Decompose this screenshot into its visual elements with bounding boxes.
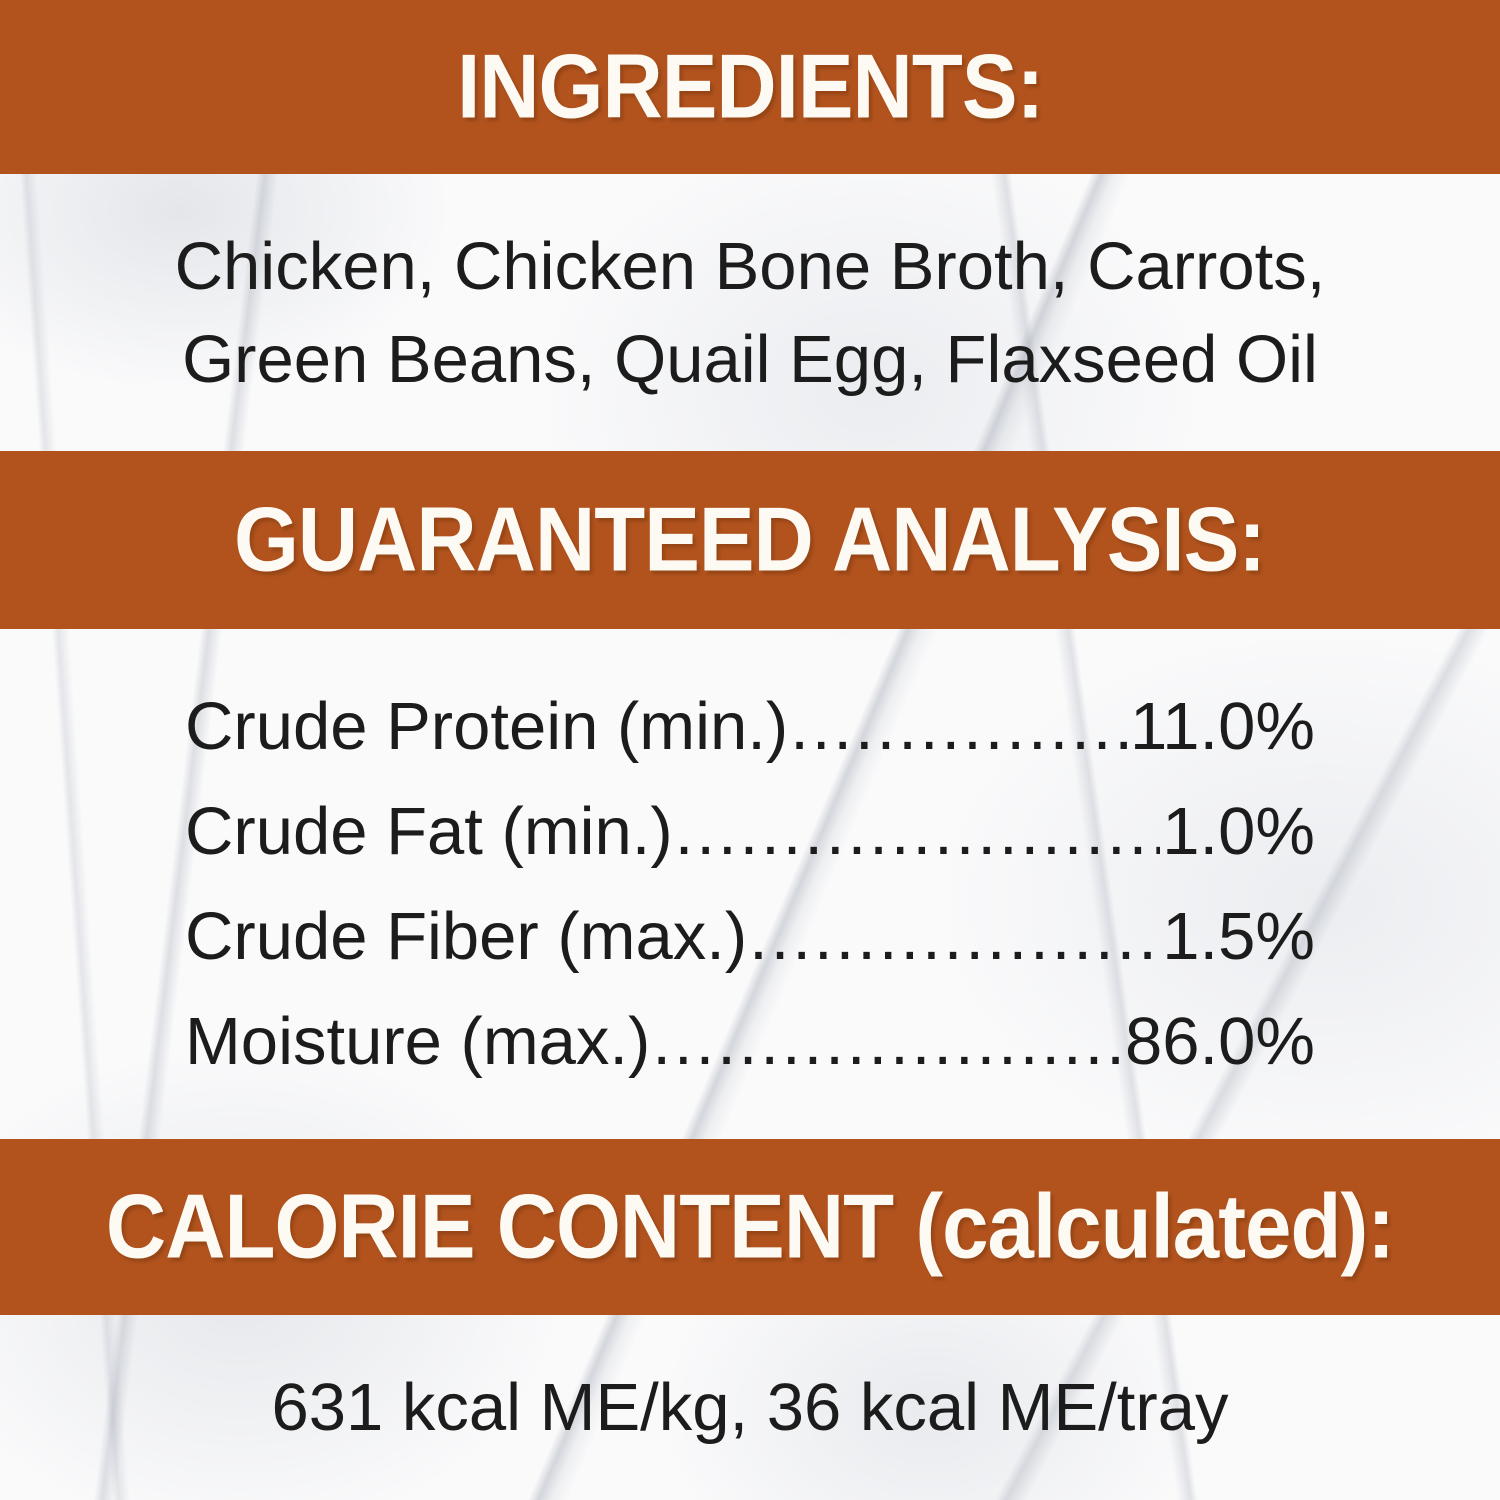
guaranteed-analysis-banner: GUARANTEED ANALYSIS:: [0, 451, 1500, 629]
analysis-row-crude-fiber: Crude Fiber (max.) .....................…: [185, 884, 1315, 989]
dotted-leader: ........................................…: [652, 1004, 1124, 1079]
analysis-row-crude-fat: Crude Fat (min.) .......................…: [185, 779, 1315, 884]
ingredients-heading: INGREDIENTS:: [456, 35, 1044, 138]
ingredients-banner: INGREDIENTS:: [0, 0, 1500, 174]
calorie-content-line: 631 kcal ME/kg, 36 kcal ME/tray: [271, 1370, 1229, 1445]
analysis-row-crude-protein: Crude Protein (min.) ...................…: [185, 674, 1315, 779]
guaranteed-analysis-heading: GUARANTEED ANALYSIS:: [234, 488, 1266, 591]
analysis-value: 1.5%: [1162, 899, 1315, 974]
calorie-content-heading: CALORIE CONTENT (calculated):: [105, 1175, 1395, 1278]
dotted-leader: ........................................…: [749, 899, 1160, 974]
calorie-content-value: 631 kcal ME/kg, 36 kcal ME/tray: [0, 1315, 1500, 1500]
analysis-value: 1.0%: [1162, 794, 1315, 869]
calorie-content-banner: CALORIE CONTENT (calculated):: [0, 1139, 1500, 1315]
analysis-label: Crude Fiber (max.): [185, 899, 748, 974]
analysis-value: 86.0%: [1125, 1004, 1315, 1079]
analysis-label: Crude Protein (min.): [185, 689, 789, 764]
analysis-label: Crude Fat (min.): [185, 794, 673, 869]
ingredients-line-1: Chicken, Chicken Bone Broth, Carrots,: [174, 228, 1326, 304]
analysis-row-moisture: Moisture (max.) ........................…: [185, 989, 1315, 1094]
dotted-leader: ........................................…: [790, 689, 1128, 764]
analysis-label: Moisture (max.): [185, 1004, 651, 1079]
ingredients-line-2: Green Beans, Quail Egg, Flaxseed Oil: [182, 321, 1318, 397]
ingredients-list: Chicken, Chicken Bone Broth, Carrots, Gr…: [0, 174, 1500, 451]
dotted-leader: ........................................…: [674, 794, 1161, 869]
guaranteed-analysis-table: Crude Protein (min.) ...................…: [0, 629, 1500, 1139]
analysis-value: 11.0%: [1129, 689, 1315, 764]
